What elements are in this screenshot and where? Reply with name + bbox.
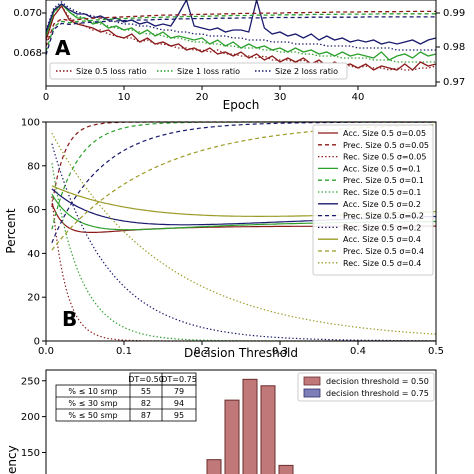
panel-a-series bbox=[45, 0, 437, 71]
panel-b-series-line-10 bbox=[51, 124, 437, 251]
table-cell: 87 bbox=[141, 411, 151, 420]
panel-c-bar bbox=[242, 378, 258, 474]
panel-a-x-tick-label: 30 bbox=[274, 92, 287, 103]
panel-b-legend-label-6: Acc. Size 0.5 σ=0.2 bbox=[343, 200, 421, 209]
panel-b-y-tick-label: 80 bbox=[27, 161, 40, 172]
panel-a-x-tick-label: 40 bbox=[352, 92, 365, 103]
panel-c-bar bbox=[224, 399, 240, 474]
panel-c-bars bbox=[206, 378, 294, 474]
table-cell: 79 bbox=[174, 387, 184, 396]
panel-a-series-line-7 bbox=[45, 13, 436, 52]
panel-a-y2-tick-label: 0.99 bbox=[443, 8, 465, 19]
panel-b-legend-label-2: Rec. Size 0.5 σ=0.05 bbox=[343, 153, 426, 162]
panel-a-legend: Size 0.5 loss ratio Size 1 loss ratio Si… bbox=[49, 62, 348, 80]
panel-b-legend-box bbox=[312, 124, 434, 276]
panel-b-x-tick-label: 0.3 bbox=[272, 346, 288, 357]
panel-a-y-tick-label: 0.070 bbox=[13, 8, 42, 19]
panel-b-x-tick-label: 0.2 bbox=[194, 346, 210, 357]
table-header-cell: DT=0.50 bbox=[128, 375, 164, 384]
panel-c-y-tick-label: 250 bbox=[21, 376, 40, 387]
panel-a-y-tick-label: 0.068 bbox=[13, 48, 42, 59]
table-body-frame bbox=[55, 384, 197, 422]
panel-b-x-tick-label: 0.0 bbox=[38, 346, 54, 357]
panel-a-frame bbox=[45, 0, 437, 87]
panel-b-legend-label-1: Prec. Size 0.5 σ=0.05 bbox=[343, 141, 429, 150]
panel-b-y-axis-label: Percent bbox=[4, 208, 18, 253]
panel-a-y2-tick-label: 0.98 bbox=[443, 42, 465, 53]
table-cell: 94 bbox=[174, 399, 184, 408]
panel-b-y-tick-label: 0 bbox=[34, 337, 40, 348]
panel-a-x-tick-label: 0 bbox=[43, 92, 49, 103]
panel-a-x-tick-label: 10 bbox=[118, 92, 131, 103]
table-cell: 82 bbox=[141, 399, 151, 408]
panel-c-frame bbox=[45, 369, 437, 474]
panel-c-y-axis-label: ency bbox=[5, 445, 19, 474]
panel-a-x-tick-label: 20 bbox=[196, 92, 209, 103]
legend-swatch-dt-050 bbox=[303, 376, 321, 386]
legend-label-size-1: Size 1 loss ratio bbox=[177, 67, 240, 76]
panel-a-x-axis-label: Epoch bbox=[223, 98, 260, 112]
panel-b-series-line-8 bbox=[51, 143, 436, 342]
panel-b-legend-label-3: Acc. Size 0.5 σ=0.1 bbox=[343, 164, 421, 173]
panel-c-y-ticks: 150 200 250 bbox=[21, 376, 46, 459]
panel-c-legend: decision threshold = 0.50 decision thres… bbox=[297, 372, 435, 402]
panel-a-series-line-2 bbox=[45, 1, 436, 51]
panel-a: 0 10 20 30 40 0.070 0.068 0.99 0.98 0.97 A S… bbox=[13, 0, 465, 112]
panel-a-series-line-1 bbox=[45, 3, 436, 63]
panel-c-legend-box bbox=[297, 372, 435, 402]
panel-c-y-tick-label: 150 bbox=[21, 448, 40, 459]
panel-a-label: A bbox=[55, 36, 71, 60]
panel-b-frame bbox=[45, 121, 437, 342]
panel-b-legend-label-8: Rec. Size 0.5 σ=0.2 bbox=[343, 223, 421, 232]
legend-label-dt-075: decision threshold = 0.75 bbox=[326, 389, 429, 398]
panel-b-y-tick-label: 60 bbox=[27, 205, 40, 216]
panel-b: 0.0 0.1 0.2 0.3 0.4 0.5 0 20 40 60 80 100 B Percen… bbox=[4, 118, 444, 361]
panel-b-legend-label-5: Rec. Size 0.5 σ=0.1 bbox=[343, 188, 421, 197]
legend-swatch-dt-075 bbox=[303, 388, 321, 398]
panel-b-x-ticks: 0.0 0.1 0.2 0.3 0.4 0.5 bbox=[38, 341, 444, 357]
panel-c-bar bbox=[260, 385, 276, 474]
panel-a-series-line-8 bbox=[45, 16, 436, 56]
panel-c-bar bbox=[206, 459, 222, 474]
table-cell: 95 bbox=[174, 411, 184, 420]
panel-c-y-tick-label: 200 bbox=[21, 412, 40, 423]
panel-a-series-line-3 bbox=[45, 4, 437, 71]
panel-a-legend-box bbox=[49, 62, 348, 80]
panel-b-label: B bbox=[62, 307, 77, 331]
table-cell: 55 bbox=[141, 387, 151, 396]
panel-a-series-line-0 bbox=[45, 5, 437, 71]
panel-b-y-tick-label: 40 bbox=[27, 249, 40, 260]
panel-b-y-ticks: 0 20 40 60 80 100 bbox=[21, 118, 46, 348]
panel-b-legend-label-0: Acc. Size 0.5 σ=0.05 bbox=[343, 129, 426, 138]
panel-b-legend-label-4: Prec. Size 0.5 σ=0.1 bbox=[343, 176, 424, 185]
legend-label-size-0-5: Size 0.5 loss ratio bbox=[76, 67, 147, 76]
panel-b-series-line-11 bbox=[51, 132, 437, 335]
panel-b-legend-label-10: Prec. Size 0.5 σ=0.4 bbox=[343, 247, 424, 256]
panel-c-bar bbox=[278, 464, 294, 474]
table-cell: % ≤ 10 smp bbox=[68, 387, 117, 396]
table-cell: % ≤ 50 smp bbox=[68, 411, 117, 420]
panel-a-series-line-6 bbox=[45, 10, 436, 47]
panel-b-y-tick-label: 20 bbox=[27, 293, 40, 304]
panel-a-series-line-4 bbox=[45, 3, 437, 61]
panel-b-legend-label-9: Acc. Size 0.5 σ=0.4 bbox=[343, 235, 421, 244]
legend-label-size-2: Size 2 loss ratio bbox=[275, 67, 338, 76]
legend-label-dt-050: decision threshold = 0.50 bbox=[326, 377, 429, 386]
panel-b-x-tick-label: 0.4 bbox=[350, 346, 366, 357]
panel-a-x-ticks: 0 10 20 30 40 bbox=[43, 86, 365, 103]
table-header-cell: DT=0.75 bbox=[161, 375, 197, 384]
panel-b-x-tick-label: 0.5 bbox=[428, 346, 444, 357]
panel-b-x-tick-label: 0.1 bbox=[116, 346, 132, 357]
panel-b-legend-label-11: Rec. Size 0.5 σ=0.4 bbox=[343, 259, 421, 268]
panel-b-y-tick-label: 100 bbox=[21, 118, 40, 129]
panel-a-y2-tick-label: 0.97 bbox=[443, 77, 465, 88]
panel-b-legend: Acc. Size 0.5 σ=0.05 Prec. Size 0.5 σ=0.0… bbox=[318, 129, 429, 268]
panel-b-x-axis-label: Decision Threshold bbox=[184, 346, 298, 360]
table-cell: % ≤ 30 smp bbox=[68, 399, 117, 408]
panel-b-legend-label-7: Prec. Size 0.5 σ=0.2 bbox=[343, 212, 424, 221]
